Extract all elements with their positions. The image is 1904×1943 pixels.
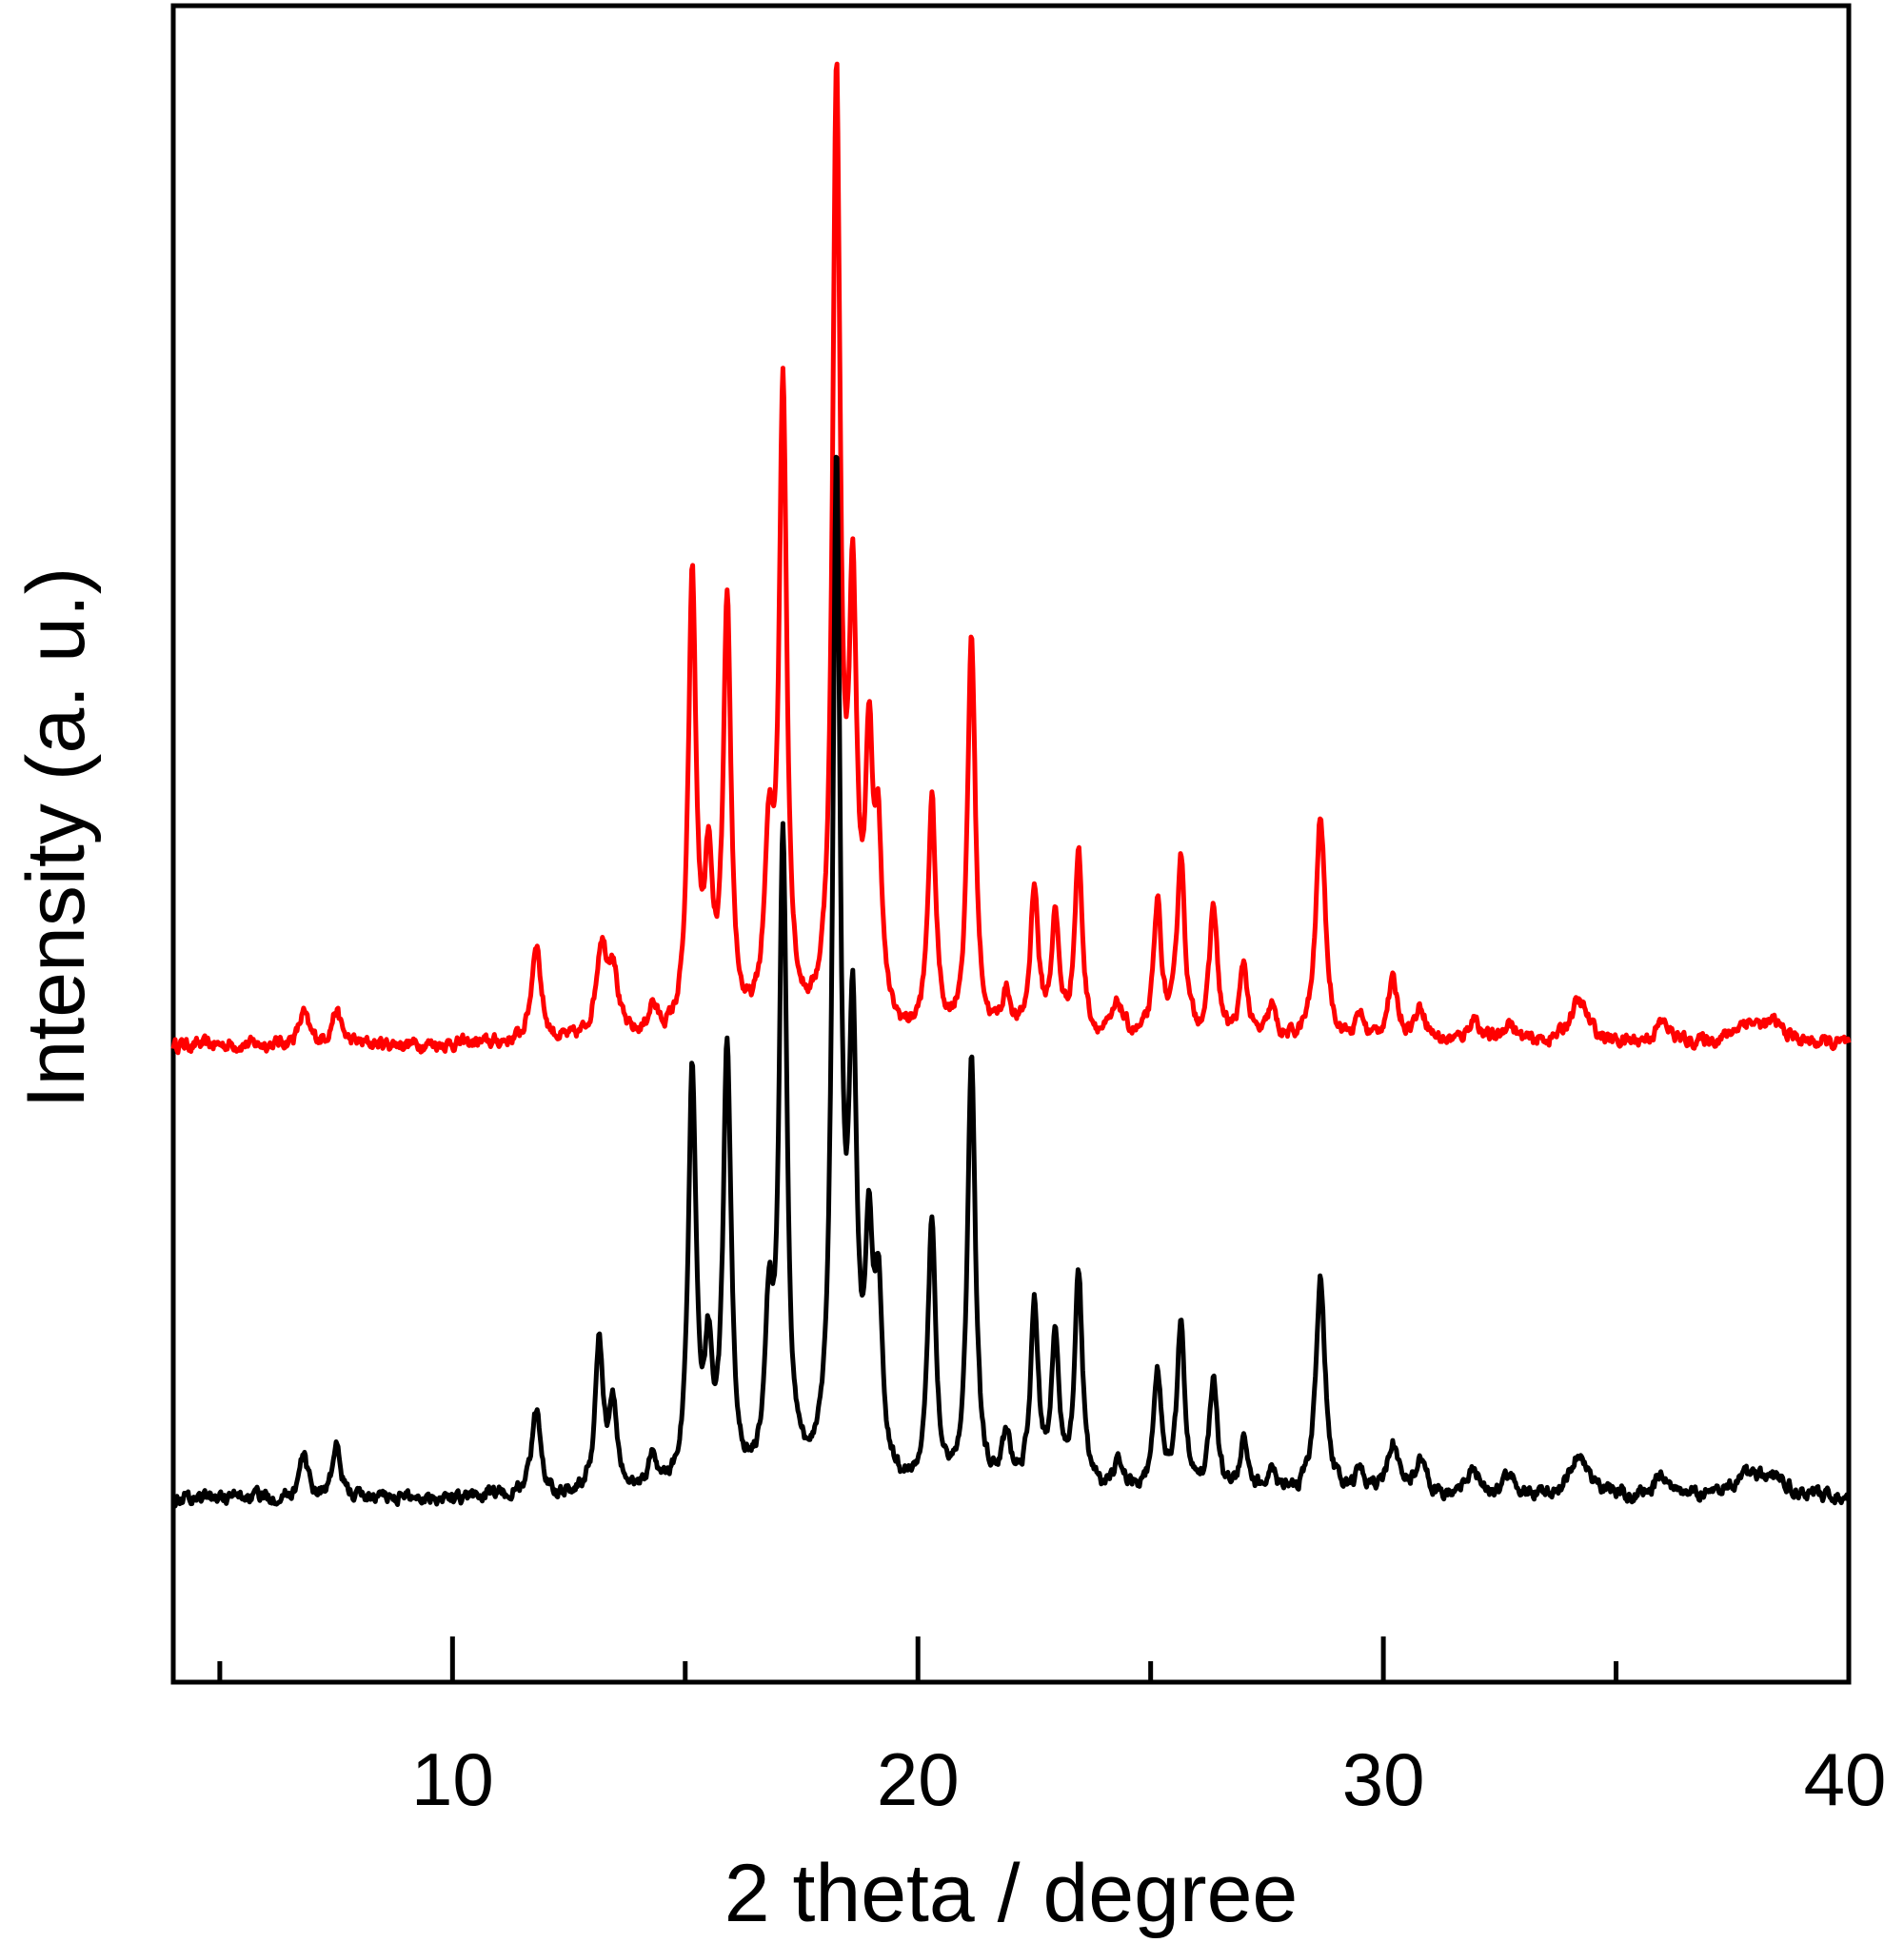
series-layer — [170, 61, 1852, 1509]
x-tick-label-2: 30 — [1342, 1737, 1425, 1821]
x-axis-label: 2 theta / degree — [724, 1848, 1298, 1939]
x-tick-label-1: 20 — [877, 1737, 960, 1821]
x-axis-ticks: 10 20 30 40 — [217, 1636, 1887, 1821]
x-tick-label-0: 10 — [411, 1737, 494, 1821]
x-tick-label-3: 40 — [1804, 1737, 1887, 1821]
y-axis-label: Intensity (a. u.) — [10, 567, 102, 1109]
series-line-1 — [170, 454, 1851, 1509]
plot-frame — [170, 3, 1852, 1685]
series-line-0 — [170, 61, 1852, 1056]
